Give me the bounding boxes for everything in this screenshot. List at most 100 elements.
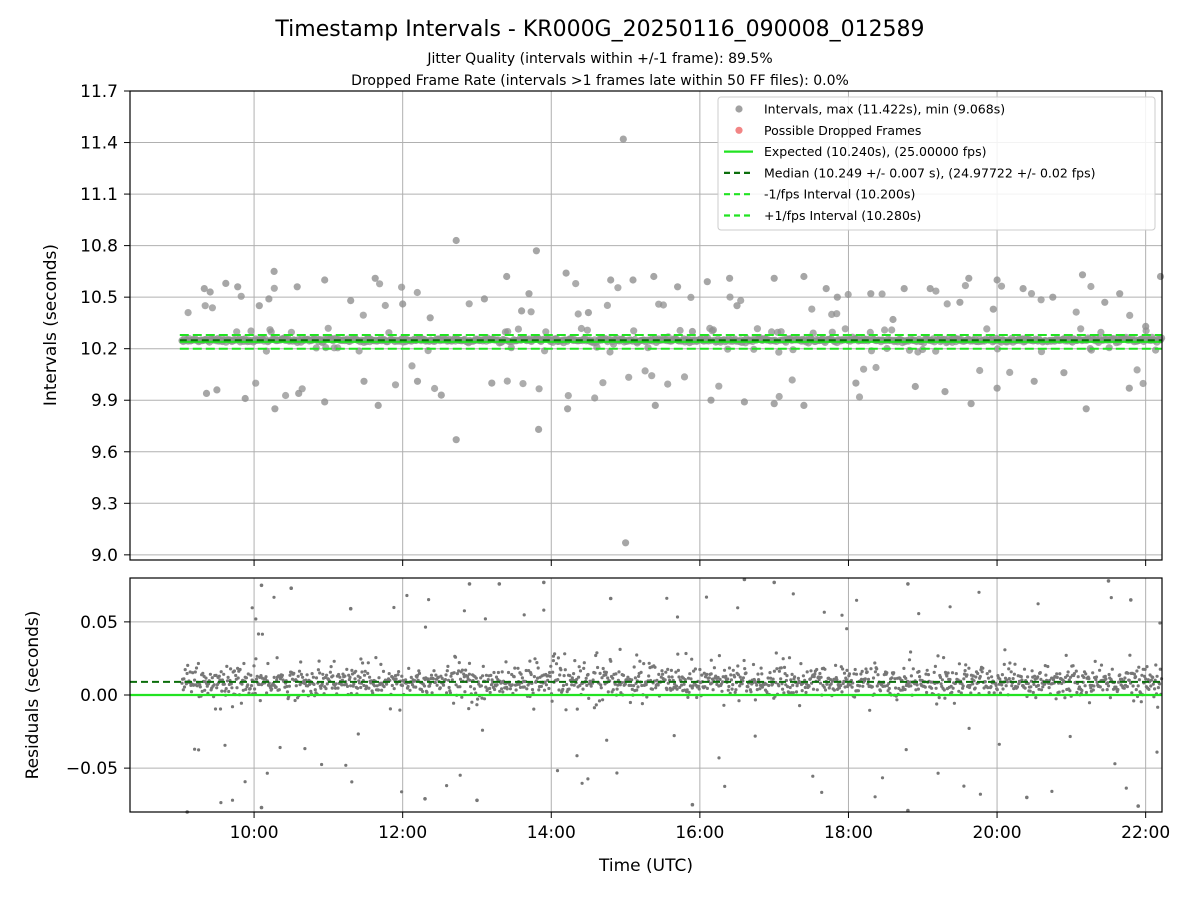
legend-median-label: Median (10.249 +/- 0.007 s), (24.97722 +… — [764, 165, 1095, 180]
interval-outlier-point — [926, 285, 934, 293]
residual-point — [1063, 696, 1067, 700]
interval-point — [398, 283, 406, 291]
residual-point — [684, 651, 688, 656]
residual-point — [436, 675, 440, 679]
residual-point — [665, 596, 669, 600]
residual-point — [731, 683, 735, 687]
residual-point — [435, 683, 439, 687]
residual-point — [753, 734, 757, 738]
interval-outlier-point — [674, 283, 682, 291]
residual-point — [242, 661, 246, 666]
residual-point — [807, 684, 811, 688]
residual-point — [460, 695, 464, 699]
residual-point — [1022, 667, 1027, 671]
residual-point — [573, 659, 577, 663]
residual-point — [452, 671, 456, 675]
residual-point — [847, 672, 852, 676]
residual-point — [297, 669, 302, 673]
interval-point — [961, 282, 970, 290]
interval-point — [976, 366, 984, 375]
residual-point — [512, 675, 516, 679]
residual-point — [392, 687, 396, 691]
residual-point — [240, 682, 244, 686]
residual-point — [805, 670, 809, 674]
residual-point — [213, 707, 218, 711]
residual-point — [606, 690, 610, 694]
residual-point — [995, 688, 999, 692]
residual-point — [272, 675, 276, 680]
intervals-y-tick-label: 11.7 — [80, 82, 118, 102]
legend-expected-label: Expected (10.240s), (25.00000 fps) — [764, 144, 986, 159]
residual-point — [901, 685, 905, 689]
residual-point — [275, 678, 279, 682]
interval-outlier-point — [374, 401, 382, 409]
interval-point — [932, 287, 940, 295]
residual-point — [528, 659, 532, 663]
interval-point — [664, 380, 672, 388]
residual-point — [685, 688, 689, 692]
residual-point — [793, 675, 797, 679]
residual-point — [533, 657, 537, 661]
legend: Intervals, max (11.422s), min (9.068s) Po… — [717, 96, 1156, 231]
residual-outlier-point — [1025, 795, 1029, 800]
residual-point — [909, 684, 913, 688]
interval-outlier-point — [518, 307, 526, 315]
residual-point — [721, 680, 725, 684]
residual-point — [875, 684, 879, 688]
residual-point — [722, 703, 726, 707]
residual-point — [1087, 701, 1092, 705]
residual-point — [1122, 686, 1126, 690]
residual-point — [481, 674, 485, 678]
residual-point — [1005, 680, 1010, 684]
residual-point — [367, 686, 371, 690]
residual-point — [1051, 678, 1056, 682]
interval-outlier-point — [770, 400, 778, 408]
residual-point — [1000, 673, 1005, 677]
residual-point — [604, 673, 608, 677]
residual-point — [1107, 672, 1111, 677]
residual-point — [349, 684, 353, 688]
residual-point — [909, 674, 914, 678]
residual-point — [510, 683, 514, 687]
residual-point — [730, 687, 734, 691]
residual-point — [494, 675, 499, 679]
residual-point — [394, 677, 398, 681]
residual-point — [978, 792, 983, 796]
interval-outlier-point — [629, 276, 637, 284]
intervals-x-ticks — [253, 560, 1147, 566]
residual-point — [217, 674, 221, 678]
residual-point — [563, 652, 567, 656]
residual-point — [266, 661, 270, 666]
interval-outlier-point — [200, 285, 208, 293]
interval-outlier-point — [1019, 285, 1027, 293]
residuals-x-tick-label: 22:00 — [1121, 823, 1170, 843]
residual-point — [909, 650, 913, 654]
interval-point — [282, 391, 290, 400]
residual-point — [407, 666, 411, 671]
residual-point — [585, 683, 589, 688]
residual-point — [954, 672, 958, 676]
residual-point — [1143, 667, 1147, 672]
residual-point — [330, 686, 334, 690]
residual-point — [1057, 690, 1061, 694]
residual-point — [542, 688, 547, 692]
residual-point — [738, 684, 742, 688]
interval-outlier-point — [222, 279, 230, 287]
residual-point — [353, 677, 357, 681]
residual-point — [467, 672, 471, 676]
residual-point — [873, 661, 877, 665]
residual-point — [654, 686, 658, 690]
residual-point — [570, 683, 574, 687]
residual-point — [200, 689, 204, 694]
residual-point — [488, 686, 492, 691]
residual-point — [1036, 683, 1040, 688]
residual-point — [303, 747, 307, 751]
residual-point — [219, 801, 223, 805]
residual-point — [1068, 734, 1072, 739]
residual-point — [484, 673, 488, 677]
residual-point — [340, 683, 344, 687]
residual-point — [229, 667, 233, 671]
interval-point — [237, 292, 245, 300]
residual-point — [463, 690, 467, 694]
residual-point — [834, 663, 838, 668]
